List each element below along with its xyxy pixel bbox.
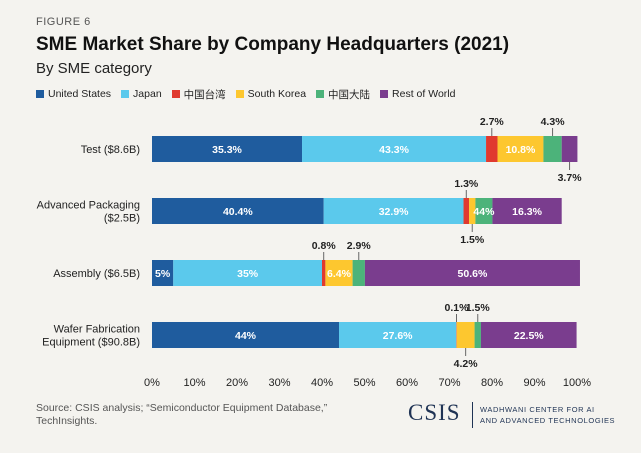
center-name-line1: WADHWANI CENTER FOR AI: [480, 405, 595, 414]
data-label: 16.3%: [512, 206, 542, 218]
x-tick-label: 40%: [311, 377, 333, 389]
data-label: 5%: [155, 268, 171, 280]
x-tick-label: 70%: [438, 377, 460, 389]
bar-segment: [322, 260, 326, 286]
stacked-bar-chart: 35.3% 43.3% 10.8% 40.4% 32.9% 44% 16.3% 5% 35% 6.…: [37, 116, 592, 389]
x-tick-label: 0%: [144, 377, 160, 389]
x-tick-label: 100%: [563, 377, 591, 389]
legend-item-south-korea: South Korea: [235, 88, 307, 100]
x-tick-label: 60%: [396, 377, 418, 389]
x-tick-label: 20%: [226, 377, 248, 389]
legend-swatch: [171, 90, 180, 98]
callout-label: 4.3%: [541, 116, 566, 128]
data-label: 50.6%: [458, 268, 488, 280]
bar-segment: [339, 322, 457, 348]
legend-label: 中国台湾: [183, 88, 226, 101]
bar-segment: [463, 198, 470, 224]
bar-segment: [497, 136, 544, 162]
bar-segment: [173, 260, 322, 286]
data-label: 22.5%: [514, 330, 544, 342]
legend-label: Rest of World: [392, 88, 456, 100]
legend-item-rest-of-world: Rest of World: [380, 88, 455, 100]
bar-segment: [480, 322, 577, 348]
category-label: Wafer Fabrication: [54, 324, 140, 336]
data-label: 6.4%: [327, 268, 352, 280]
callout-label: 0.1%: [445, 302, 470, 314]
callout-label: 1.3%: [454, 178, 479, 190]
bar-segment: [152, 198, 324, 224]
bar-segment: [323, 198, 464, 224]
legend-item-japan: Japan: [121, 88, 162, 100]
center-name: WADHWANI CENTER FOR AI AND ADVANCED TECH…: [480, 404, 630, 426]
bar-segment: [456, 322, 475, 348]
x-tick-label: 10%: [183, 377, 205, 389]
bar-segment: [492, 198, 562, 224]
bar-segment: [475, 198, 493, 224]
bar-segment: [364, 260, 580, 286]
chart-subtitle: By SME category: [36, 60, 152, 77]
callout-label: 2.9%: [347, 240, 372, 252]
callout-label: 2.7%: [480, 116, 505, 128]
data-label: 35%: [237, 268, 259, 280]
center-name-line2: AND ADVANCED TECHNOLOGIES: [480, 416, 616, 425]
data-label: 44%: [235, 330, 257, 342]
bar-segment: [325, 260, 353, 286]
callout-label: 0.8%: [312, 240, 337, 252]
logo-divider: [472, 402, 473, 428]
legend-label: Japan: [133, 88, 162, 100]
source-note: Source: CSIS analysis; “Semiconductor Eq…: [36, 402, 328, 427]
legend-label: 中国大陆: [328, 88, 371, 101]
chart-title: SME Market Share by Company Headquarters…: [36, 34, 510, 55]
data-label: 27.6%: [383, 330, 413, 342]
bar-segment: [486, 136, 498, 162]
bar-segment: [302, 136, 487, 162]
data-label: 40.4%: [223, 206, 253, 218]
legend-item-united-states: United States: [36, 88, 111, 100]
bar-segment: [152, 260, 174, 286]
bar-segment: [352, 260, 365, 286]
bar-segment: [469, 198, 476, 224]
figure-label: FIGURE 6: [36, 16, 91, 28]
chart-legend: United States Japan 中国台湾 South Korea 中国大…: [36, 86, 455, 102]
x-tick-label: 30%: [268, 377, 290, 389]
legend-swatch: [380, 90, 389, 98]
data-label: 43.3%: [379, 144, 409, 156]
category-label: Test ($8.6B): [81, 144, 140, 156]
x-tick-label: 50%: [353, 377, 375, 389]
legend-swatch: [121, 90, 130, 98]
legend-swatch: [235, 90, 244, 98]
bar-segment: [152, 322, 339, 348]
csis-logo: CSIS: [408, 400, 461, 425]
category-label: Advanced Packaging: [37, 200, 140, 212]
legend-label: United States: [48, 88, 112, 100]
bar-segment: [543, 136, 562, 162]
callout-label: 1.5%: [460, 234, 485, 246]
legend-swatch: [36, 90, 44, 98]
category-label: Equipment ($90.8B): [42, 337, 140, 349]
bar-segment: [474, 322, 481, 348]
data-label: 10.8%: [506, 144, 536, 156]
legend-label: South Korea: [247, 88, 307, 100]
data-label: 32.9%: [379, 206, 409, 218]
bar-segment: [152, 136, 303, 162]
legend-swatch: [316, 90, 325, 98]
callout-label: 3.7%: [558, 172, 583, 184]
callout-label: 1.5%: [466, 302, 491, 314]
legend-item-china: 中国大陆: [316, 87, 370, 102]
data-label: 35.3%: [212, 144, 242, 156]
category-label: ($2.5B): [104, 213, 140, 225]
x-tick-label: 80%: [481, 377, 503, 389]
bar-segment: [561, 136, 578, 162]
data-label: 44%: [473, 206, 495, 218]
x-tick-label: 90%: [523, 377, 545, 389]
legend-item-taiwan: 中国台湾: [171, 87, 226, 102]
category-label: Assembly ($6.5B): [53, 268, 140, 280]
callout-label: 4.2%: [454, 358, 479, 370]
